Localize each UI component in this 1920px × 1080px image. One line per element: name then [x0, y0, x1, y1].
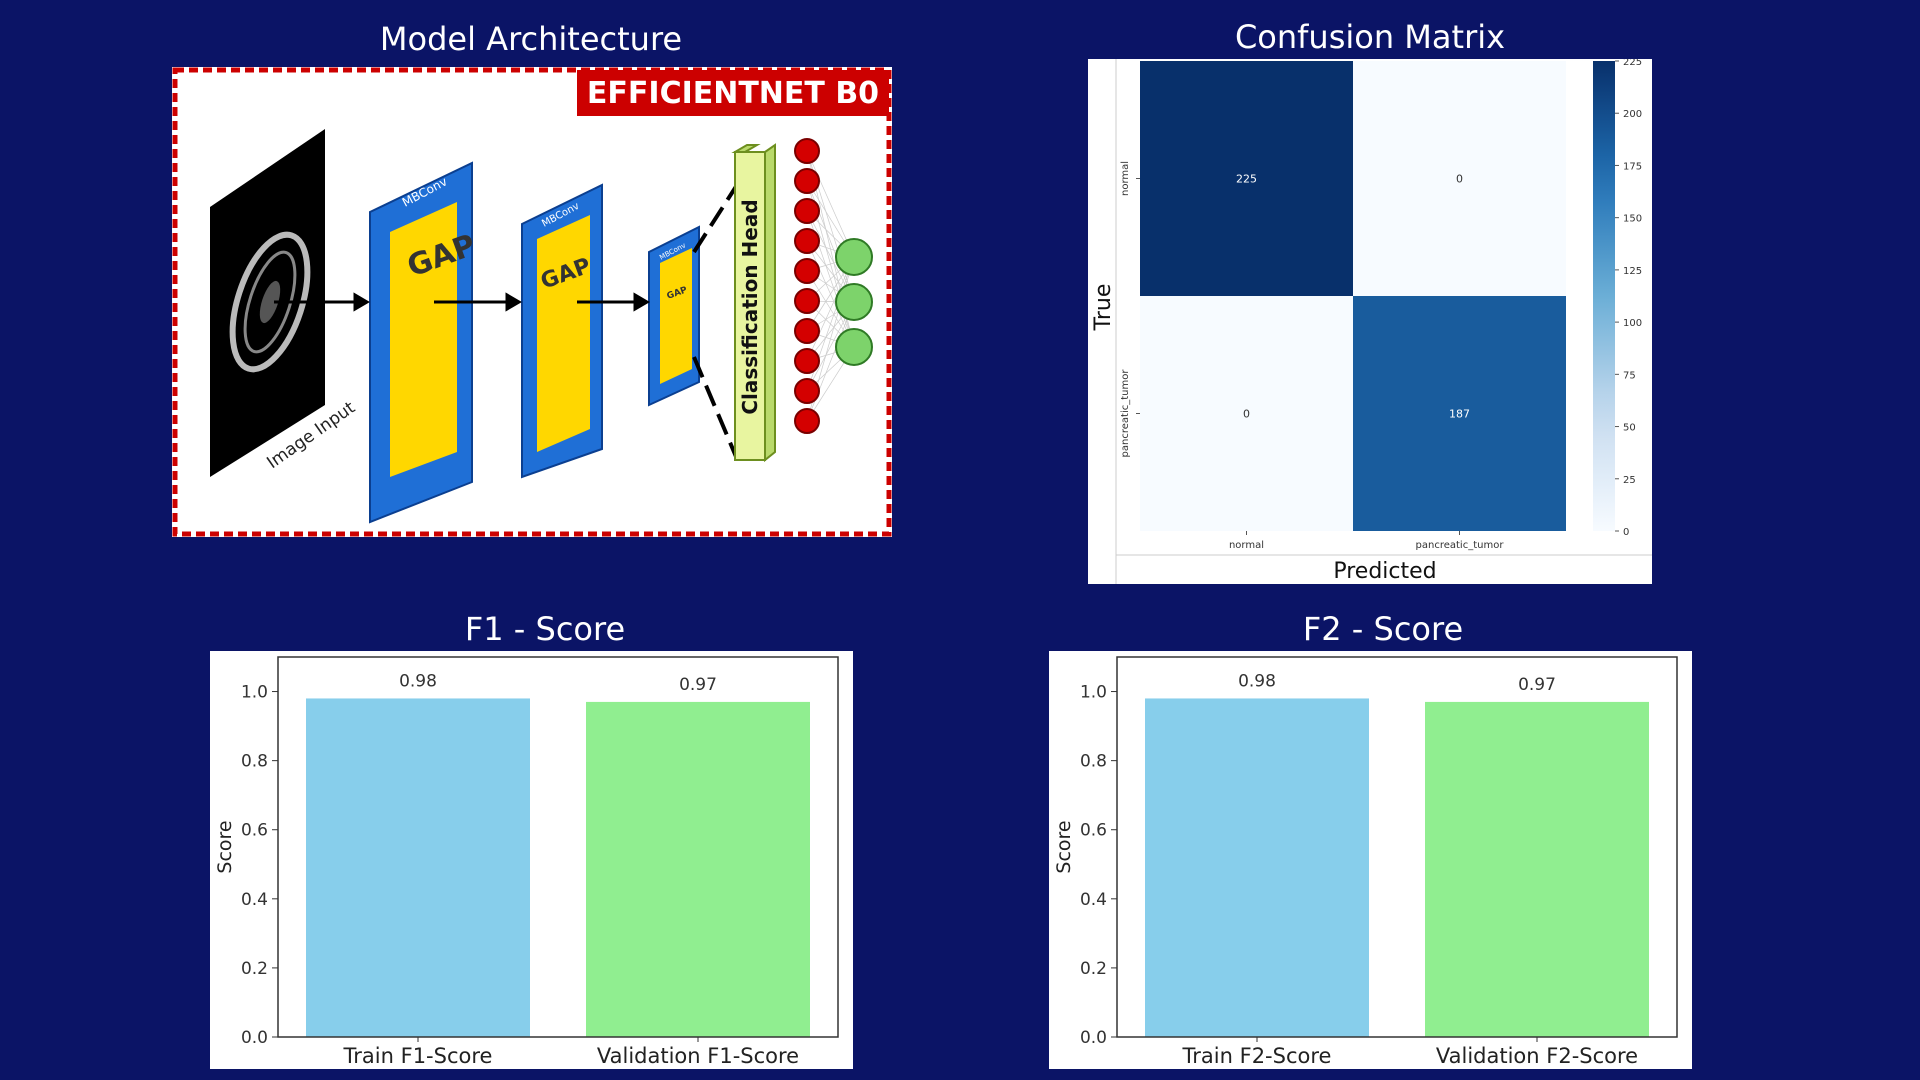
- cm-colorbar-tick-label: 150: [1623, 214, 1642, 225]
- bar: [586, 701, 810, 1037]
- y-tick-label: 0.6: [241, 821, 268, 841]
- plot-frame: [1116, 656, 1678, 1038]
- y-tick-label: 1.0: [1080, 683, 1107, 703]
- architecture-svg: EFFICIENTNET B0 Image Input MBConv GAP M…: [172, 67, 892, 537]
- y-tick-label: 0.4: [1080, 890, 1107, 910]
- x-tick-label: Train F1-Score: [343, 1044, 493, 1068]
- f1-score-title: F1 - Score: [464, 610, 626, 648]
- nn-node-hidden: [794, 258, 820, 284]
- cm-colorbar-tick-label: 225: [1623, 59, 1642, 68]
- nn-node-output: [835, 283, 873, 321]
- cm-colorbar-tick-label: 100: [1623, 318, 1642, 329]
- cm-x-axis-label: Predicted: [1333, 559, 1436, 584]
- banner-label: EFFICIENTNET B0: [587, 76, 879, 111]
- cm-x-tick-label: normal: [1229, 540, 1264, 551]
- confusion-matrix-title: Confusion Matrix: [1234, 18, 1506, 56]
- bar-value-label: 0.98: [399, 671, 437, 691]
- cm-cell-value: 0: [1456, 173, 1463, 186]
- nn-node-hidden: [794, 138, 820, 164]
- nn-node-output: [835, 328, 873, 366]
- y-tick-label: 0.6: [1080, 821, 1107, 841]
- cm-x-tick-label: pancreatic_tumor: [1416, 540, 1505, 551]
- confusion-matrix-panel: 225 0 0 187 normal pancreatic_tumor normal panc…: [1088, 57, 1652, 584]
- f2-score-chart: 0.0 0.2 0.4 0.6 0.8 1.0 0.98 Train F2-Score 0.97…: [1053, 656, 1678, 1068]
- f2-score-panel: 0.0 0.2 0.4 0.6 0.8 1.0 0.98 Train F2-Score 0.97…: [1049, 651, 1692, 1069]
- bar: [1145, 698, 1369, 1037]
- cm-cell: [1353, 61, 1566, 296]
- cm-y-axis-label: True: [1091, 284, 1116, 332]
- f1-score-chart: 0.0 0.2 0.4 0.6 0.8 1.0 0.98 Train F1-Score 0.97…: [214, 656, 839, 1068]
- nn-connection: [806, 256, 855, 362]
- classification-head-block: [731, 143, 776, 463]
- cm-cell: [1140, 61, 1353, 296]
- bar-value-label: 0.97: [1518, 675, 1556, 695]
- f2-score-title: F2 - Score: [1302, 610, 1464, 648]
- bar: [1425, 701, 1649, 1037]
- classification-head-label: Classification Head: [738, 199, 762, 414]
- nn-node-hidden: [794, 378, 820, 404]
- cm-colorbar-tick-label: 175: [1623, 161, 1642, 172]
- f1-score-panel: 0.0 0.2 0.4 0.6 0.8 1.0 0.98 Train F1-Score 0.97…: [210, 651, 853, 1069]
- cm-cell: [1353, 296, 1566, 531]
- arrow-icons: [274, 292, 650, 312]
- nn-node-hidden: [794, 408, 820, 434]
- cm-cell: [1140, 296, 1353, 531]
- y-tick-label: 1.0: [241, 683, 268, 703]
- cm-colorbar-tick-label: 75: [1623, 370, 1636, 381]
- mbconv-block-2: [521, 183, 603, 479]
- nn-node-output: [835, 238, 873, 276]
- plot-frame: [277, 656, 839, 1038]
- cm-y-tick-label: normal: [1120, 161, 1131, 196]
- projection-line-bottom: [692, 356, 739, 460]
- bar-value-label: 0.98: [1238, 671, 1276, 691]
- cm-colorbar-tick-label: 125: [1623, 266, 1642, 277]
- nn-node-hidden: [794, 348, 820, 374]
- mbconv-block-3: [648, 225, 700, 407]
- y-tick-label: 0.0: [1080, 1028, 1107, 1048]
- y-axis-label: Score: [1053, 820, 1075, 873]
- architecture-diagram: EFFICIENTNET B0 Image Input MBConv GAP M…: [172, 67, 892, 537]
- neural-network-icon: [794, 138, 873, 434]
- cm-colorbar-tick-label: 200: [1623, 109, 1642, 120]
- cm-cell-value: 225: [1236, 173, 1257, 186]
- nn-node-hidden: [794, 168, 820, 194]
- mbconv-block-1: [369, 161, 473, 524]
- nn-node-hidden: [794, 198, 820, 224]
- nn-connection: [806, 150, 855, 258]
- y-tick-label: 0.2: [241, 959, 268, 979]
- y-tick-label: 0.8: [1080, 752, 1107, 772]
- nn-node-hidden: [794, 288, 820, 314]
- cm-colorbar: [1593, 61, 1615, 531]
- cm-cell-value: 187: [1449, 408, 1470, 421]
- nn-node-hidden: [794, 318, 820, 344]
- nn-node-hidden: [794, 228, 820, 254]
- projection-line-top: [692, 183, 739, 254]
- y-tick-label: 0.2: [1080, 959, 1107, 979]
- x-tick-label: Validation F1-Score: [597, 1044, 799, 1068]
- cm-colorbar-tick-label: 25: [1623, 475, 1636, 486]
- banner-background: [577, 70, 889, 116]
- cm-y-tick-label: pancreatic_tumor: [1120, 369, 1131, 458]
- y-axis-label: Score: [214, 820, 236, 873]
- bar: [306, 698, 530, 1037]
- y-tick-label: 0.4: [241, 890, 268, 910]
- y-tick-label: 0.8: [241, 752, 268, 772]
- x-tick-label: Validation F2-Score: [1436, 1044, 1638, 1068]
- cm-colorbar-tick-label: 0: [1623, 527, 1629, 538]
- architecture-title: Model Architecture: [379, 20, 683, 58]
- bar-value-label: 0.97: [679, 675, 717, 695]
- x-tick-label: Train F2-Score: [1182, 1044, 1332, 1068]
- y-tick-label: 0.0: [241, 1028, 268, 1048]
- cm-cell-value: 0: [1243, 408, 1250, 421]
- cm-colorbar-tick-label: 50: [1623, 423, 1636, 434]
- image-input-icon: [210, 129, 325, 477]
